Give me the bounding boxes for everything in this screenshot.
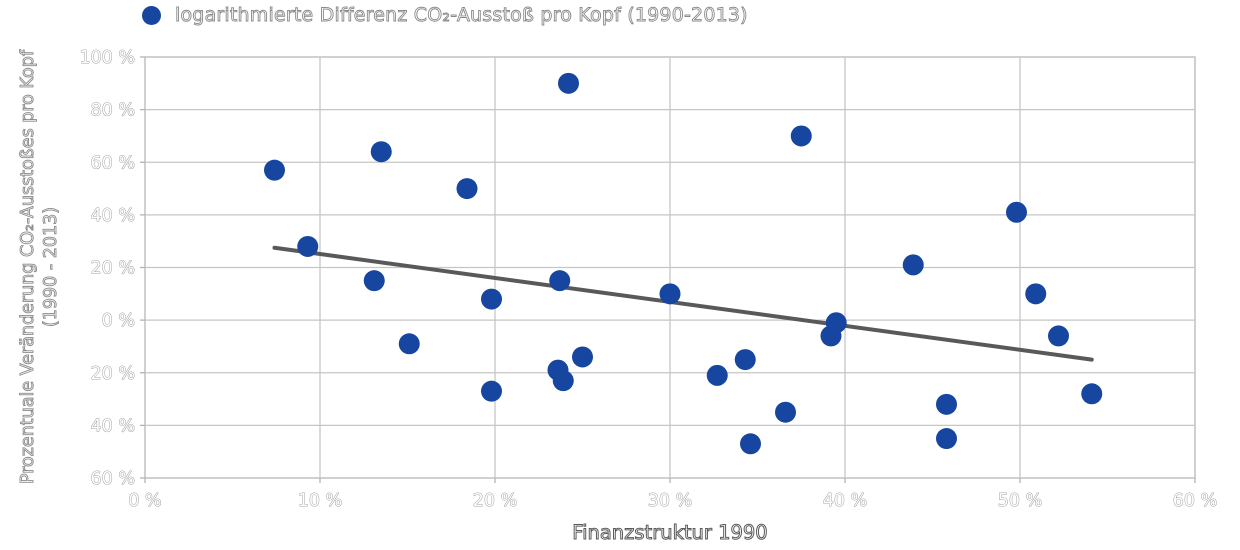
- y-tick-label: 60 %: [91, 469, 135, 489]
- data-point: [936, 428, 957, 450]
- y-tick-label: 80 %: [91, 101, 135, 121]
- y-axis-label: Prozentuale Veränderung CO₂-Ausstoßes pr…: [17, 0, 63, 547]
- data-point: [1006, 201, 1027, 223]
- data-point: [659, 283, 681, 305]
- data-point: [264, 159, 285, 181]
- data-point: [481, 288, 502, 310]
- trend-line: [272, 245, 1094, 362]
- data-point: [1081, 383, 1103, 405]
- data-point: [572, 346, 593, 368]
- x-tick-label: 30 %: [648, 491, 692, 511]
- y-tick-label: 20 %: [91, 259, 135, 279]
- data-point: [370, 141, 392, 163]
- x-tick-label: 50 %: [998, 491, 1042, 511]
- data-point: [481, 380, 502, 402]
- y-tick-label: 40 %: [91, 416, 135, 436]
- data-point: [456, 178, 478, 200]
- x-axis-label: Finanzstruktur 1990: [572, 521, 768, 545]
- y-tick-label: 20 %: [91, 364, 135, 384]
- data-point: [363, 270, 385, 292]
- x-tick-label: 0 %: [128, 491, 161, 511]
- y-axis-label-line2: (1990 - 2013): [41, 206, 62, 328]
- y-tick-label: 40 %: [91, 206, 135, 226]
- data-point: [552, 370, 574, 392]
- data-point: [825, 312, 847, 334]
- y-axis-label-line1: Prozentuale Veränderung CO₂-Ausstoßes pr…: [18, 49, 39, 485]
- data-point: [775, 401, 796, 423]
- x-tick-label: 40 %: [823, 491, 867, 511]
- legend-label: logarithmierte Differenz CO₂-Ausstoß pro…: [175, 4, 749, 27]
- y-tick-label: 0 %: [102, 311, 135, 331]
- x-tick-label: 20 %: [473, 491, 517, 511]
- data-point: [936, 393, 957, 415]
- data-point: [398, 333, 420, 355]
- y-tick-label: 60 %: [91, 153, 135, 173]
- data-point: [790, 125, 812, 147]
- data-point: [558, 72, 579, 94]
- y-tick-label: 100 %: [79, 48, 135, 68]
- data-point: [740, 433, 761, 455]
- data-point: [706, 364, 728, 386]
- data-point: [902, 254, 924, 276]
- legend-marker-dot-icon: [142, 5, 161, 25]
- x-tick-label: 10 %: [298, 491, 342, 511]
- x-tick-label: 60 %: [1173, 491, 1217, 511]
- data-point: [734, 349, 756, 371]
- data-point: [1048, 325, 1069, 347]
- legend: logarithmierte Differenz CO₂-Ausstoß pro…: [142, 4, 748, 26]
- data-point: [1025, 283, 1047, 305]
- data-point: [549, 270, 571, 292]
- data-point: [297, 235, 319, 257]
